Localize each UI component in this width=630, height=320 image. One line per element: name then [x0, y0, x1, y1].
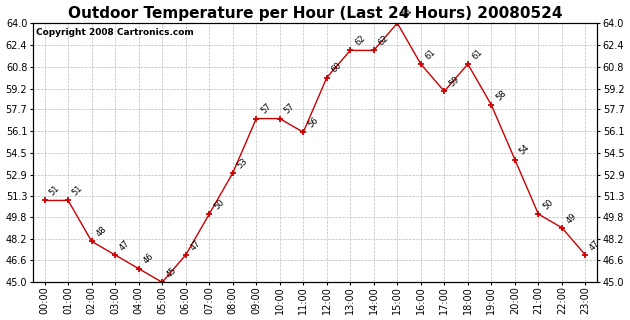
Text: 46: 46	[142, 252, 156, 266]
Text: 54: 54	[518, 143, 532, 157]
Text: 53: 53	[236, 156, 249, 170]
Text: Copyright 2008 Cartronics.com: Copyright 2008 Cartronics.com	[36, 28, 193, 37]
Text: 50: 50	[541, 197, 555, 211]
Text: 57: 57	[259, 102, 273, 116]
Text: 45: 45	[165, 266, 179, 279]
Text: 57: 57	[282, 102, 296, 116]
Text: 59: 59	[447, 75, 461, 89]
Text: 62: 62	[377, 34, 391, 48]
Text: 47: 47	[118, 238, 132, 252]
Text: 56: 56	[306, 116, 320, 130]
Title: Outdoor Temperature per Hour (Last 24 Hours) 20080524: Outdoor Temperature per Hour (Last 24 Ho…	[68, 5, 562, 20]
Text: 48: 48	[94, 225, 108, 239]
Text: 58: 58	[494, 88, 508, 102]
Text: 64: 64	[400, 6, 414, 20]
Text: 47: 47	[588, 238, 602, 252]
Text: 62: 62	[353, 34, 367, 48]
Text: 51: 51	[71, 184, 84, 198]
Text: 61: 61	[423, 47, 437, 61]
Text: 60: 60	[329, 61, 343, 75]
Text: 51: 51	[47, 184, 61, 198]
Text: 50: 50	[212, 197, 226, 211]
Text: 61: 61	[471, 47, 484, 61]
Text: 47: 47	[188, 238, 202, 252]
Text: 49: 49	[564, 211, 578, 225]
